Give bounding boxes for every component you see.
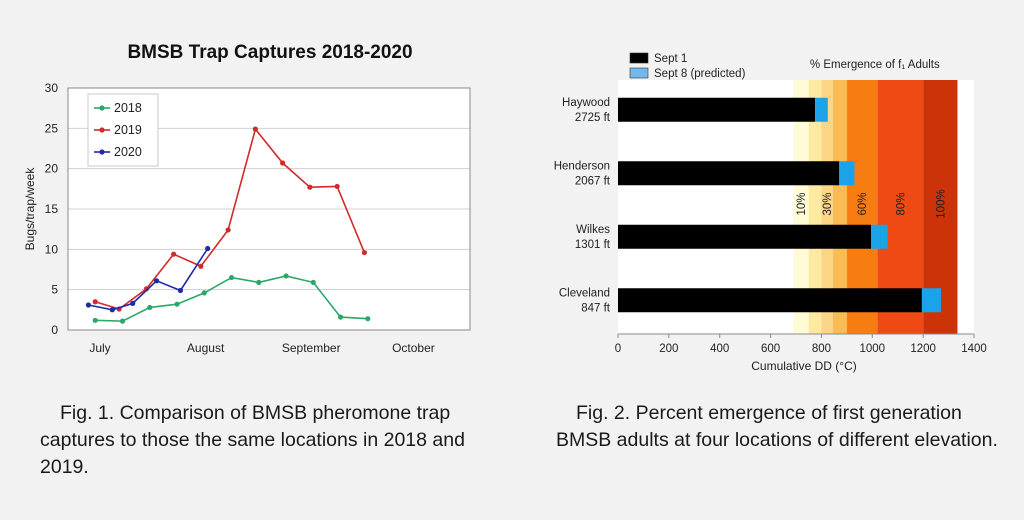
bar-sept-1: [618, 288, 922, 313]
data-point-2018: [337, 314, 344, 320]
data-point-2019: [252, 126, 258, 132]
emergence-band: [808, 80, 822, 334]
legend-marker: [99, 127, 105, 133]
legend-label: 2020: [114, 145, 142, 159]
data-point-2019: [334, 183, 340, 190]
data-point-2019: [225, 227, 231, 233]
figure-2-caption: Fig. 2. Percent emergence of first gener…: [556, 400, 1006, 454]
bar-sept-8-(predicted): [815, 97, 828, 122]
emergence-band: [832, 80, 847, 334]
data-point-2018: [119, 318, 126, 324]
data-point-2018: [201, 290, 207, 296]
data-point-2019: [307, 184, 313, 190]
band-label: 30%: [822, 192, 834, 215]
data-point-2020: [205, 245, 211, 252]
data-point-2019: [361, 249, 367, 256]
legend-marker: [99, 105, 105, 111]
band-label: 80%: [895, 192, 907, 215]
x-tick-label: August: [187, 341, 225, 355]
x-tick-label: September: [282, 341, 341, 355]
legend-marker: [99, 149, 105, 155]
x-tick-label: 400: [710, 343, 729, 355]
legend-label: 2019: [114, 123, 142, 137]
x-axis-label: Cumulative DD (°C): [751, 359, 856, 373]
band-label: 100%: [935, 189, 947, 218]
data-point-2018: [365, 316, 371, 322]
y-axis-label: Bugs/trap/week: [23, 167, 37, 251]
data-point-2020: [109, 307, 115, 313]
x-tick-label: 1200: [910, 343, 936, 355]
bar-sept-8-(predicted): [871, 224, 888, 249]
legend-label: Sept 8 (predicted): [654, 68, 746, 80]
data-point-2018: [256, 279, 262, 286]
legend-box: [87, 93, 159, 167]
data-point-2019: [198, 263, 204, 269]
data-point-2018: [310, 279, 316, 286]
emergence-chart: Haywood 2725 ft Henderson 2067 ft Wilkes 1301…: [554, 52, 987, 373]
y-tick-label: 5: [51, 283, 58, 297]
legend-swatch: [629, 67, 649, 79]
x-tick-label: 1000: [859, 343, 885, 355]
series-line-2020: [88, 248, 209, 311]
data-point-2018: [228, 274, 235, 281]
x-tick-label: 600: [761, 343, 780, 355]
x-tick-label: July: [89, 341, 110, 355]
category-elevation: 1301 ft: [575, 239, 611, 251]
band-label: 10%: [796, 192, 808, 215]
data-point-2019: [92, 299, 98, 305]
figure-1-caption-line1: Fig. 1. Comparison of BMSB pheromone tra…: [60, 402, 451, 424]
chart-title: % Emergence of f₁ Adults: [810, 59, 940, 71]
data-point-2020: [153, 278, 160, 284]
emergence-band: [793, 80, 809, 334]
figure-1-caption: Fig. 1. Comparison of BMSB pheromone tra…: [40, 400, 490, 481]
figure-2-caption-rest: BMSB adults at four locations of differe…: [556, 429, 998, 451]
category-label: Henderson: [554, 160, 610, 172]
bar-sept-1: [618, 224, 872, 249]
data-point-2018: [283, 273, 289, 279]
emergence-band: [821, 80, 833, 334]
y-tick-label: 25: [45, 121, 59, 135]
data-point-2020: [130, 300, 136, 306]
bar-sept-8-(predicted): [839, 161, 855, 186]
y-tick-label: 15: [45, 202, 59, 216]
legend-label: 2018: [114, 101, 142, 115]
x-tick-label: 200: [659, 343, 678, 355]
data-point-2020: [85, 302, 92, 308]
x-tick-label: 800: [812, 343, 831, 355]
figure-2-caption-line1: Fig. 2. Percent emergence of first gener…: [576, 402, 962, 424]
bar-sept-1: [618, 161, 840, 186]
band-label: 60%: [857, 192, 869, 215]
data-point-2019: [280, 160, 286, 166]
data-point-2020: [177, 287, 184, 294]
trap-captures-chart: 0 5 10 15 20 25 30 July August September October BM…: [23, 42, 471, 355]
y-tick-label: 0: [51, 323, 58, 337]
category-label: Cleveland: [559, 287, 610, 299]
category-label: Haywood: [562, 97, 610, 109]
legend-label: Sept 1: [654, 53, 687, 65]
category-elevation: 847 ft: [581, 302, 611, 314]
data-point-2018: [147, 304, 153, 311]
x-tick-label: 0: [615, 343, 621, 355]
x-tick-label: October: [392, 341, 435, 355]
y-tick-label: 30: [45, 81, 59, 95]
bar-sept-1: [618, 97, 816, 122]
data-point-2019: [171, 251, 177, 257]
x-tick-label: 1400: [961, 343, 987, 355]
category-elevation: 2067 ft: [575, 175, 611, 187]
data-point-2018: [174, 301, 180, 307]
bar-sept-8-(predicted): [921, 288, 941, 313]
y-tick-label: 20: [45, 162, 59, 176]
data-point-2018: [92, 317, 98, 323]
category-label: Wilkes: [576, 224, 610, 236]
category-elevation: 2725 ft: [575, 112, 611, 124]
chart-title: BMSB Trap Captures 2018-2020: [127, 42, 412, 63]
plot-border: [67, 87, 471, 331]
y-tick-label: 10: [45, 242, 59, 256]
figure-1-caption-rest: captures to those the same locations in …: [40, 429, 465, 478]
legend-swatch: [629, 52, 649, 64]
